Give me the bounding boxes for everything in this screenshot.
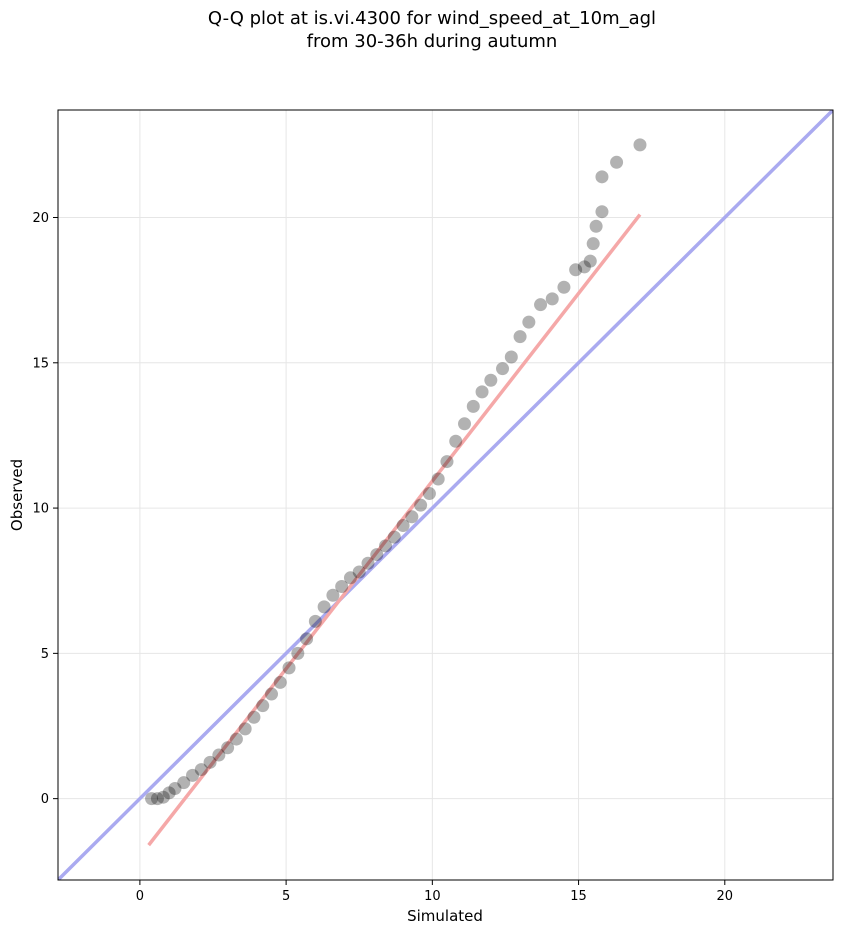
point (168, 781, 182, 795)
point (405, 510, 419, 524)
point (387, 530, 401, 544)
point (162, 786, 176, 800)
point (247, 710, 261, 724)
point (589, 219, 603, 233)
x-tick-label: 15 (570, 889, 587, 904)
y-tick-label: 10 (32, 502, 49, 517)
point (422, 487, 436, 501)
point (545, 292, 559, 306)
y-tick-label: 15 (32, 356, 49, 371)
point (229, 732, 243, 746)
chart-title: Q-Q plot at is.vi.4300 for wind_speed_at… (208, 8, 656, 29)
point (212, 748, 226, 762)
point (414, 498, 428, 512)
point (513, 330, 527, 344)
point (522, 315, 536, 329)
x-tick-label: 20 (717, 889, 734, 904)
point (352, 565, 366, 579)
point (317, 600, 331, 614)
point (458, 417, 472, 431)
point (504, 350, 518, 364)
point (291, 646, 305, 660)
point (610, 155, 624, 169)
point (595, 205, 609, 219)
point (156, 790, 170, 804)
point (145, 792, 159, 806)
point (633, 138, 647, 152)
point (557, 280, 571, 294)
point (534, 298, 548, 312)
point (221, 741, 235, 755)
plot-area (58, 110, 833, 880)
point (586, 237, 600, 251)
point (186, 768, 200, 782)
y-tick-label: 5 (41, 647, 49, 662)
point (440, 455, 454, 469)
point (449, 434, 463, 448)
point (308, 614, 322, 628)
point (203, 755, 217, 769)
y-tick-label: 0 (41, 792, 49, 807)
point (595, 170, 609, 184)
point (177, 776, 191, 790)
point (282, 661, 296, 675)
point (379, 539, 393, 553)
x-tick-label: 5 (282, 889, 290, 904)
point (370, 548, 384, 562)
x-tick-label: 0 (136, 889, 144, 904)
reference-line (58, 110, 833, 880)
point (484, 373, 498, 387)
point (273, 675, 287, 689)
point (194, 763, 208, 777)
x-axis-label: Simulated (407, 907, 483, 925)
point (361, 556, 375, 570)
point (466, 399, 480, 413)
point (475, 385, 489, 399)
axes-frame (57, 109, 834, 881)
point (569, 263, 583, 277)
point (300, 632, 314, 646)
y-tick-label: 20 (32, 211, 49, 226)
point (335, 580, 349, 594)
x-tick-label: 10 (424, 889, 441, 904)
point (343, 571, 357, 585)
chart-subtitle: from 30-36h during autumn (307, 31, 558, 52)
point (496, 362, 510, 376)
point (150, 792, 164, 806)
point (431, 472, 445, 486)
point (264, 687, 278, 701)
fit-line (147, 213, 642, 847)
point (256, 699, 270, 713)
y-axis-label: Observed (8, 459, 26, 531)
point (326, 588, 340, 602)
point (577, 260, 591, 274)
point (396, 519, 410, 533)
point (583, 254, 597, 268)
point (238, 722, 252, 736)
